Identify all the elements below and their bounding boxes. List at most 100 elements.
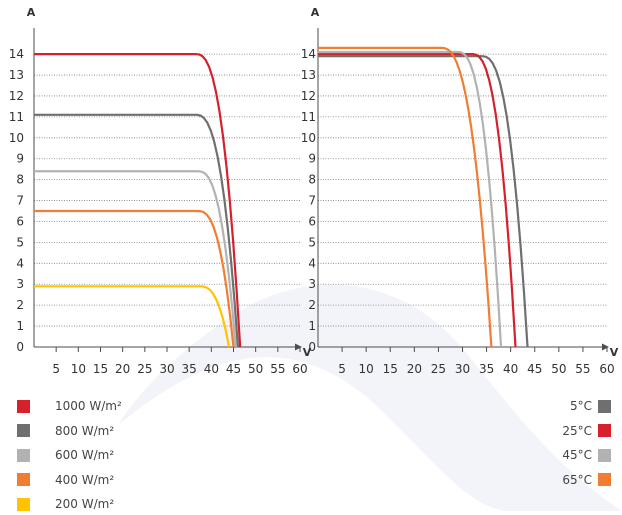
y-tick-label: 14 — [9, 47, 24, 61]
y-tick-label: 2 — [16, 298, 24, 312]
series-line — [34, 285, 231, 348]
y-tick-label: 13 — [301, 68, 316, 82]
x-tick-label: 45 — [226, 362, 241, 376]
y-tick-label: 6 — [308, 214, 316, 228]
y-tick-label: 7 — [308, 194, 316, 208]
y-tick-label: 9 — [16, 152, 24, 166]
legend-swatch — [598, 448, 611, 462]
x-tick-label: 60 — [599, 362, 614, 376]
x-tick-label: 20 — [407, 362, 422, 376]
series-line — [34, 209, 235, 348]
legend-swatch — [17, 473, 30, 486]
x-tick-label: 5 — [338, 362, 346, 376]
y-tick-label: 11 — [301, 110, 316, 124]
x-tick-label: 50 — [551, 362, 566, 376]
x-tick-label: 15 — [93, 362, 108, 376]
legend-item: 1000 W/m² — [17, 398, 122, 414]
y-axis-label: A — [311, 6, 320, 19]
y-tick-label: 14 — [301, 47, 316, 61]
y-tick-label: 13 — [9, 68, 24, 82]
y-tick-label: 12 — [301, 89, 316, 103]
y-tick-label: 0 — [16, 340, 24, 354]
y-tick-label: 7 — [16, 194, 24, 208]
y-tick-label: 3 — [16, 277, 24, 291]
y-tick-label: 10 — [301, 131, 316, 145]
x-tick-label: 40 — [503, 362, 518, 376]
legend-item: 400 W/m² — [17, 472, 114, 488]
x-axis-label: V — [610, 346, 619, 359]
legend-label: 800 W/m² — [55, 423, 115, 438]
y-tick-label: 4 — [16, 256, 24, 270]
y-tick-label: 8 — [308, 173, 316, 187]
y-tick-label: 12 — [9, 89, 24, 103]
x-tick-label: 35 — [182, 362, 197, 376]
legend-item: 800 W/m² — [17, 423, 114, 439]
legend-label: 600 W/m² — [55, 448, 115, 462]
legend-swatch — [598, 473, 611, 486]
x-tick-label: 20 — [115, 362, 130, 376]
y-tick-label: 0 — [308, 340, 316, 354]
legend-item: 200 W/m² — [17, 496, 114, 512]
legend-swatch — [17, 448, 30, 462]
x-axis-arrow — [602, 343, 609, 351]
legend-label: 1000 W/m² — [55, 399, 122, 413]
legend-label: 400 W/m² — [55, 472, 115, 487]
legend-item: 45°C — [562, 447, 611, 463]
x-tick-label: 45 — [527, 362, 542, 376]
x-tick-label: 60 — [292, 362, 307, 376]
y-axis-label: A — [27, 6, 36, 19]
y-tick-label: 10 — [9, 131, 24, 145]
series-line — [34, 113, 240, 348]
y-tick-label: 5 — [16, 235, 24, 249]
legend-label: 45°C — [562, 448, 592, 462]
x-tick-label: 15 — [383, 362, 398, 376]
x-tick-label: 25 — [431, 362, 446, 376]
legend-item: 65°C — [562, 472, 611, 488]
x-tick-label: 5 — [52, 362, 60, 376]
x-tick-label: 40 — [204, 362, 219, 376]
legend-swatch — [598, 399, 611, 413]
y-tick-label: 9 — [308, 152, 316, 166]
x-tick-label: 10 — [71, 362, 86, 376]
legend-item: 600 W/m² — [17, 447, 114, 463]
x-tick-label: 55 — [270, 362, 285, 376]
watermark-swoosh — [118, 284, 622, 511]
legend-label: 65°C — [562, 472, 592, 487]
x-tick-label: 30 — [159, 362, 174, 376]
series-line — [318, 50, 503, 348]
y-tick-label: 1 — [16, 319, 24, 333]
x-tick-label: 50 — [248, 362, 263, 376]
legend-swatch — [17, 497, 30, 511]
y-tick-label: 6 — [16, 214, 24, 228]
legend-label: 25°C — [562, 423, 592, 438]
x-tick-label: 35 — [479, 362, 494, 376]
legend-swatch — [598, 424, 611, 437]
series-line — [34, 170, 237, 348]
x-axis-arrow — [295, 343, 302, 351]
legend-swatch — [17, 399, 30, 413]
x-tick-label: 10 — [359, 362, 374, 376]
x-axis-label: V — [303, 346, 312, 359]
series-line — [34, 53, 242, 348]
series-line — [318, 46, 493, 348]
legend-label: 5°C — [569, 399, 592, 413]
x-tick-label: 30 — [455, 362, 470, 376]
y-tick-label: 8 — [16, 173, 24, 187]
legend-swatch — [17, 424, 30, 437]
y-tick-label: 2 — [308, 298, 316, 312]
legend-item: 25°C — [562, 423, 611, 439]
series-line — [318, 53, 517, 348]
series-line — [318, 55, 529, 348]
y-tick-label: 5 — [308, 235, 316, 249]
legend-item: 5°C — [570, 398, 611, 414]
y-tick-label: 11 — [9, 110, 24, 124]
y-tick-label: 4 — [308, 256, 316, 270]
y-tick-label: 1 — [308, 319, 316, 333]
x-tick-label: 25 — [137, 362, 152, 376]
x-tick-label: 55 — [575, 362, 590, 376]
legend-label: 200 W/m² — [55, 497, 115, 511]
